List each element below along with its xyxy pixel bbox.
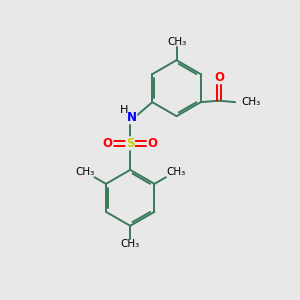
Text: N: N bbox=[127, 111, 137, 124]
Text: H: H bbox=[120, 105, 128, 115]
Text: CH₃: CH₃ bbox=[166, 167, 185, 177]
Text: CH₃: CH₃ bbox=[75, 167, 94, 177]
Text: S: S bbox=[126, 137, 134, 150]
Text: CH₃: CH₃ bbox=[167, 37, 186, 47]
Text: O: O bbox=[214, 70, 224, 84]
Text: O: O bbox=[148, 137, 158, 150]
Text: O: O bbox=[103, 137, 113, 150]
Text: CH₃: CH₃ bbox=[242, 97, 261, 107]
Text: CH₃: CH₃ bbox=[121, 239, 140, 249]
